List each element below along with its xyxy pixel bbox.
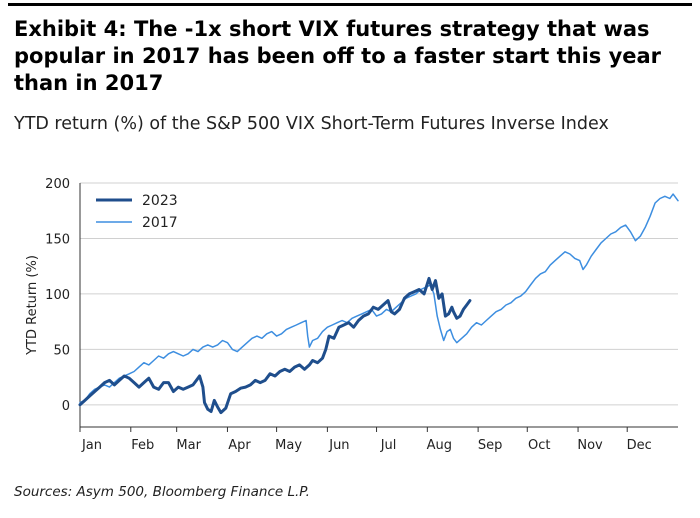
source-note: Sources: Asym 500, Bloomberg Finance L.P… xyxy=(14,484,310,500)
series-line-2017 xyxy=(79,193,679,404)
x-tick-label: May xyxy=(275,438,302,453)
chart-title: Exhibit 4: The -1x short VIX futures str… xyxy=(14,17,662,95)
legend-label-2017: 2017 xyxy=(142,215,178,231)
y-tick-label: 100 xyxy=(45,288,70,303)
x-tick-label: Dec xyxy=(627,438,652,453)
y-tick-label: 150 xyxy=(45,232,70,247)
x-tick-label: Jan xyxy=(81,438,102,453)
line-chart: 0 50 100 150 200 Jan Feb Mar Apr May Jun Jul Aug Sep… xyxy=(25,177,679,453)
header-rule xyxy=(8,3,692,6)
x-tick-label: Oct xyxy=(528,438,550,453)
legend-label-2023: 2023 xyxy=(142,193,178,209)
series-line-2023 xyxy=(78,276,472,415)
x-tick-label: Apr xyxy=(228,438,251,453)
x-tick-label: Sep xyxy=(478,438,503,453)
y-tick-labels: 0 50 100 150 200 xyxy=(45,177,70,414)
x-tick-label: Mar xyxy=(176,438,201,453)
y-axis-label: YTD Return (%) xyxy=(25,255,40,356)
x-tick-labels: Jan Feb Mar Apr May Jun Jul Aug Sep Oct Nov Dec xyxy=(79,427,652,453)
series xyxy=(78,193,679,415)
grid xyxy=(80,182,678,406)
chart-subtitle: YTD return (%) of the S&P 500 VIX Short-… xyxy=(14,114,609,134)
y-tick-label: 0 xyxy=(62,399,70,414)
y-tick-label: 50 xyxy=(53,343,70,358)
x-tick-label: Aug xyxy=(427,438,452,453)
y-tick-label: 200 xyxy=(45,177,70,192)
x-tick-label: Jul xyxy=(380,438,397,453)
x-tick-label: Nov xyxy=(577,438,603,453)
x-tick-label: Jun xyxy=(328,438,349,453)
legend: 2023 2017 xyxy=(96,193,178,231)
x-tick-label: Feb xyxy=(131,438,154,453)
